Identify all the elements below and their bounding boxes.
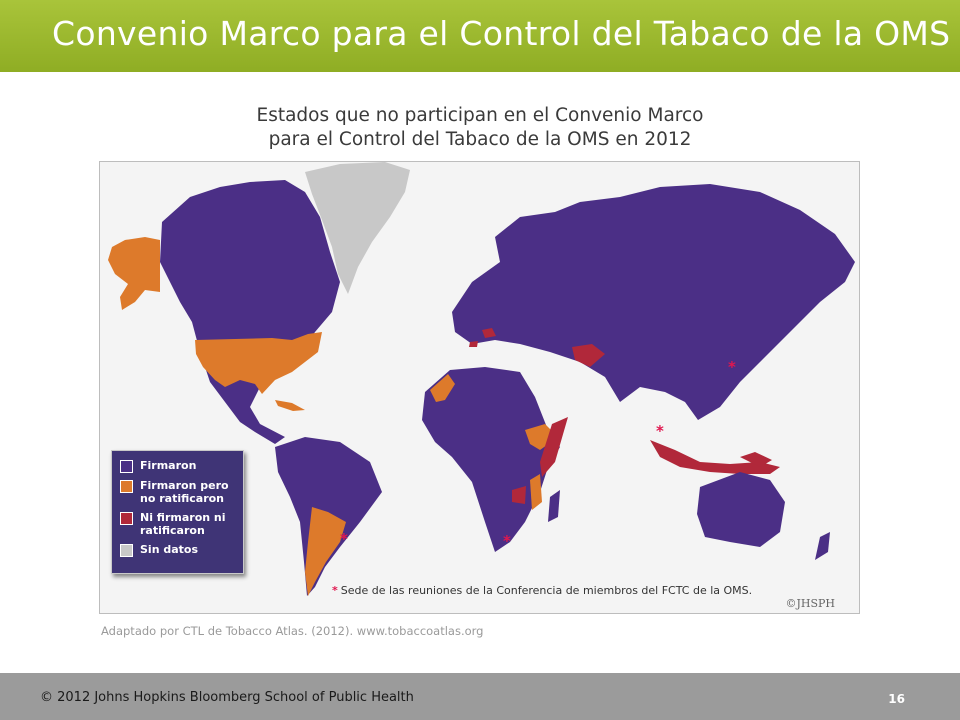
- page-number: 16: [888, 692, 905, 706]
- indonesia-region: [650, 440, 780, 474]
- legend-item-sin-datos: Sin datos: [120, 543, 243, 557]
- new-zealand-region: [815, 532, 830, 560]
- map-legend: Firmaron Firmaron pero no ratificaron Ni…: [111, 450, 244, 574]
- world-map-graphic: [108, 162, 855, 596]
- morocco-region: [430, 374, 455, 402]
- legend-label-firmaron-no-ratificaron: Firmaron pero no ratificaron: [140, 479, 229, 505]
- legend-label-sin-datos: Sin datos: [140, 543, 199, 556]
- legend-item-firmaron: Firmaron: [120, 459, 243, 473]
- somalia-region: [540, 417, 568, 477]
- world-map: * * * * Firmaron Firmaron pero no ratifi…: [99, 161, 860, 614]
- alaska-region: [108, 237, 160, 310]
- footnote-marker: *: [332, 584, 338, 597]
- legend-swatch-firmaron: [120, 460, 133, 473]
- copyright-text: © 2012 Johns Hopkins Bloomberg School of…: [40, 690, 414, 705]
- slide-title: Convenio Marco para el Control del Tabac…: [52, 14, 951, 53]
- new-guinea-region: [740, 452, 772, 467]
- conference-marker-uruguay: *: [340, 530, 348, 548]
- map-footnote: * Sede de las reuniones de la Conferencia…: [332, 584, 752, 597]
- legend-item-firmaron-no-ratificaron: Firmaron pero no ratificaron: [120, 479, 243, 505]
- legend-swatch-ni-firmaron: [120, 512, 133, 525]
- africa-region: [422, 367, 560, 552]
- north-america-region: [160, 180, 340, 444]
- map-title-line-2: para el Control del Tabaco de la OMS en …: [268, 129, 692, 150]
- legend-label-ni-firmaron: Ni firmaron ni ratificaron: [140, 511, 226, 537]
- madagascar-region: [548, 490, 560, 522]
- conference-marker-south-africa: *: [503, 532, 511, 550]
- conference-marker-thailand: *: [656, 422, 664, 440]
- slide-footer: © 2012 Johns Hopkins Bloomberg School of…: [0, 673, 960, 720]
- australia-region: [697, 472, 785, 547]
- eurasia-region: [452, 184, 855, 420]
- map-title-line-1: Estados que no participan en el Convenio…: [256, 105, 704, 126]
- caribbean-region: [275, 400, 305, 411]
- horn-of-africa-region: [525, 424, 558, 450]
- usa-region: [195, 332, 322, 394]
- greenland-region: [305, 162, 410, 294]
- malawi-region: [512, 486, 526, 504]
- mozambique-region: [530, 474, 542, 510]
- argentina-region: [305, 507, 346, 596]
- footnote-text: Sede de las reuniones de la Conferencia …: [340, 584, 753, 597]
- legend-label-firmaron: Firmaron: [140, 459, 197, 472]
- legend-swatch-sin-datos: [120, 544, 133, 557]
- source-citation: Adaptado por CTL de Tobacco Atlas. (2012…: [101, 624, 484, 638]
- jhsph-logo: ©JHSPH: [785, 597, 835, 610]
- legend-swatch-firmaron-no-ratificaron: [120, 480, 133, 493]
- slide-header: Convenio Marco para el Control del Tabac…: [0, 0, 960, 72]
- switzerland-region: [469, 341, 478, 347]
- map-title: Estados que no participan en el Convenio…: [100, 104, 860, 152]
- central-asia-region: [572, 344, 605, 367]
- conference-marker-japan: *: [728, 358, 736, 376]
- legend-item-ni-firmaron: Ni firmaron ni ratificaron: [120, 511, 243, 537]
- czech-region: [482, 328, 496, 338]
